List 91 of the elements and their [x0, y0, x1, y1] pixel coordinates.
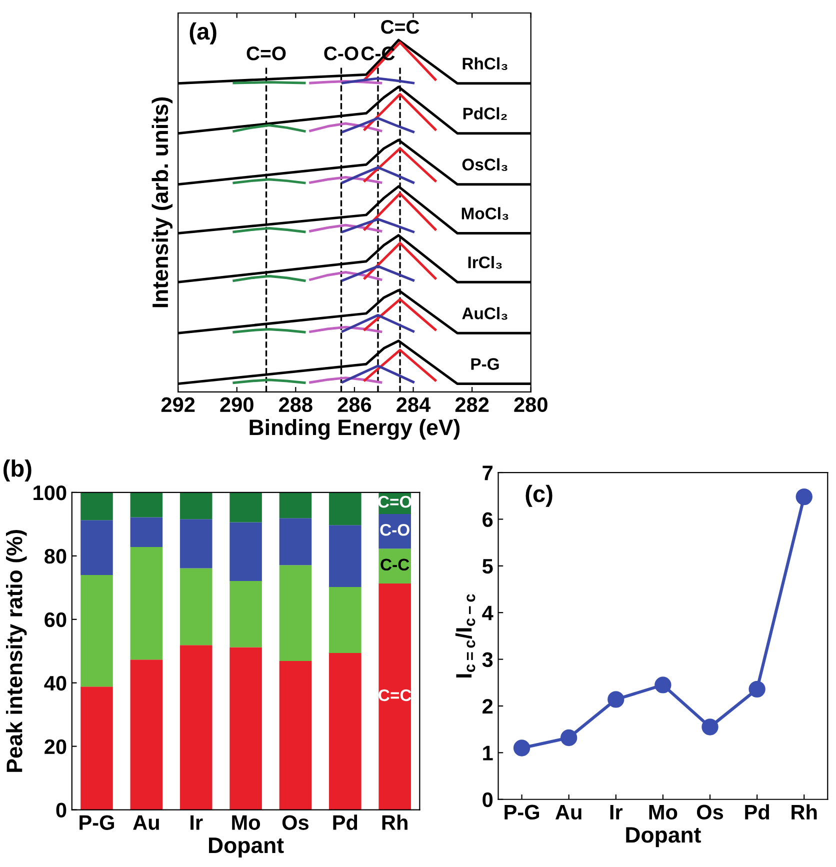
series-label: C-C — [380, 558, 410, 571]
point — [608, 691, 624, 708]
y-tick-label: 4 — [482, 606, 494, 620]
bar — [130, 660, 163, 810]
x-tick-label: Rh — [792, 804, 817, 820]
series-label: P-G — [471, 358, 499, 370]
point — [513, 740, 530, 756]
x-tick-label: P-G — [80, 815, 114, 830]
bar — [180, 519, 212, 568]
x-axis-title: Dopant — [626, 827, 701, 848]
series-label: OsCl₃ — [462, 158, 508, 171]
x-tick-label: Os — [282, 815, 309, 830]
x-tick-label: Mo — [649, 805, 678, 820]
y-tick-label: 60 — [44, 612, 66, 628]
x-tick-label: 282 — [455, 397, 489, 412]
bar — [130, 547, 163, 660]
annotation: (a) — [190, 22, 216, 44]
y-tick-label: 3 — [482, 652, 493, 668]
x-tick-label: Pd — [333, 814, 358, 830]
x-tick-label: Rh — [382, 814, 408, 830]
y-tick-label: 80 — [44, 548, 66, 564]
x-axis-title: Dopant — [209, 838, 284, 858]
x-tick-label: Mo — [232, 815, 260, 830]
bar — [180, 645, 212, 810]
bar — [279, 565, 312, 661]
y-tick-label: 6 — [482, 512, 493, 527]
x-tick-label: 288 — [279, 397, 312, 412]
y-tick-label: 7 — [482, 466, 492, 480]
series-label: AuCl₃ — [462, 307, 508, 320]
y-tick-label: 100 — [34, 485, 66, 500]
x-tick-label: Pd — [745, 804, 769, 820]
x-tick-label: 284 — [396, 397, 431, 412]
bar — [180, 568, 212, 646]
point — [796, 488, 812, 506]
annotation: (c) — [526, 484, 552, 507]
y-tick-label: 40 — [44, 676, 66, 691]
series-label: C=C — [378, 689, 412, 702]
bar — [329, 587, 362, 654]
bar — [378, 584, 411, 810]
bar — [329, 525, 362, 588]
bar — [329, 492, 362, 526]
x-tick-label: 286 — [338, 397, 372, 412]
y-axis-title: Intensity (arb. units) — [152, 97, 173, 308]
series-label: PdCl₂ — [463, 107, 507, 120]
bar — [279, 492, 312, 518]
text: (b) — [4, 459, 32, 482]
point — [560, 729, 578, 746]
x-axis-title: Binding Energy (eV) — [250, 418, 460, 440]
series-label: C=O — [378, 496, 412, 508]
point — [748, 680, 766, 698]
bar — [130, 492, 163, 518]
y-tick-label: 2 — [482, 698, 493, 714]
bar — [80, 686, 113, 810]
y-tick-label: 0 — [56, 802, 66, 818]
bar — [230, 522, 262, 581]
bar — [279, 518, 312, 566]
series-label: MoCl₃ — [462, 207, 508, 220]
x-tick-label: Os — [696, 804, 724, 820]
x-tick-label: P-G — [504, 804, 540, 820]
bar — [378, 548, 411, 584]
series-label: IrCl₃ — [468, 256, 502, 269]
bar — [230, 492, 262, 522]
bar — [329, 653, 362, 810]
y-axis-title: I$_{c=c}$/I$_{c−c}$ — [455, 594, 476, 678]
bar — [279, 660, 312, 810]
y-tick-label: 20 — [44, 739, 66, 754]
y-tick-label: 1 — [483, 746, 493, 760]
x-tick-label: Ir — [190, 815, 203, 830]
x-tick-label: 292 — [161, 397, 195, 412]
ref-line-label: C=O — [246, 46, 286, 60]
bar — [230, 647, 262, 810]
y-axis-title: Peak intensity ratio (%) — [6, 530, 27, 772]
bar — [80, 520, 113, 575]
ref-line-label: C=C — [381, 20, 420, 34]
bar — [130, 517, 163, 548]
ref-line-label: C-O — [324, 46, 358, 60]
y-tick-label: 5 — [482, 559, 493, 574]
x-tick-label: 290 — [220, 397, 254, 412]
series-label: RhCl₃ — [462, 57, 508, 70]
x-tick-label: Ir — [610, 805, 623, 820]
bar — [230, 580, 262, 648]
bar — [80, 492, 113, 520]
point — [702, 718, 718, 736]
x-tick-label: 280 — [514, 397, 548, 412]
point — [654, 676, 672, 694]
bar — [180, 492, 212, 520]
series-label: C-O — [380, 524, 410, 536]
bar — [80, 574, 113, 687]
y-tick-label: 0 — [482, 792, 493, 808]
x-tick-label: Au — [555, 805, 582, 820]
x-tick-label: Au — [133, 815, 159, 830]
